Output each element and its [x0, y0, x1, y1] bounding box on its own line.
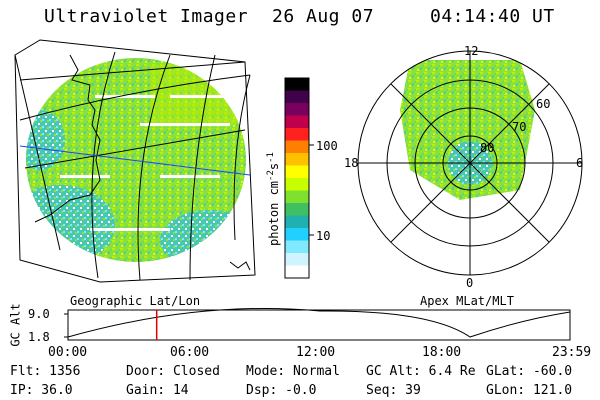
mlt-label-18: 18	[344, 156, 359, 170]
ip-value: IP: 36.0	[10, 383, 73, 398]
glon-value: GLon: 121.0	[486, 383, 573, 398]
mlt-label-12: 12	[464, 44, 479, 58]
timeline-xtick-0: 00:00	[48, 345, 88, 360]
timeline-xtick-4: 23:59	[552, 345, 592, 360]
colorbar-tick-10: 10	[316, 229, 331, 243]
timeline-xtick-1: 06:00	[170, 345, 210, 360]
mlt-label-6: 6	[576, 156, 584, 170]
timeline-ylabel: GC Alt	[8, 303, 23, 347]
date-label: 26 Aug 07	[272, 6, 375, 27]
altitude-curve	[67, 307, 571, 338]
timeline-xtick-3: 18:00	[422, 345, 462, 360]
gain-value: Gain: 14	[126, 383, 189, 398]
timeline-xtick-2: 12:00	[296, 345, 336, 360]
mlat-label-70: 70	[512, 120, 527, 134]
time-label: 04:14:40 UT	[430, 6, 555, 27]
colorbar-tick-100: 100	[316, 139, 338, 153]
geo-panel-label: Geographic Lat/Lon	[70, 294, 201, 308]
seq-value: Seq: 39	[366, 383, 421, 398]
flt-value: Flt: 1356	[10, 364, 81, 379]
glat-value: GLat: -60.0	[486, 364, 573, 379]
colorbar-label: photon cm-2s-1	[266, 152, 281, 246]
timeline-ymin: 1.8	[28, 330, 50, 344]
timeline-ymax: 9.0	[28, 307, 50, 321]
gc-alt-value: GC Alt: 6.4 Re	[366, 364, 476, 379]
mode-value: Mode: Normal	[246, 364, 340, 379]
dsp-value: Dsp: -0.0	[246, 383, 317, 398]
mlt-label-0: 0	[466, 276, 474, 290]
door-value: Door: Closed	[126, 364, 220, 379]
instrument-title: Ultraviolet Imager	[44, 6, 249, 27]
polar-panel-label: Apex MLat/MLT	[420, 294, 514, 308]
mlat-label-60: 60	[536, 97, 551, 111]
timeline-frame	[67, 309, 571, 341]
mlat-label-80: 80	[480, 141, 495, 155]
